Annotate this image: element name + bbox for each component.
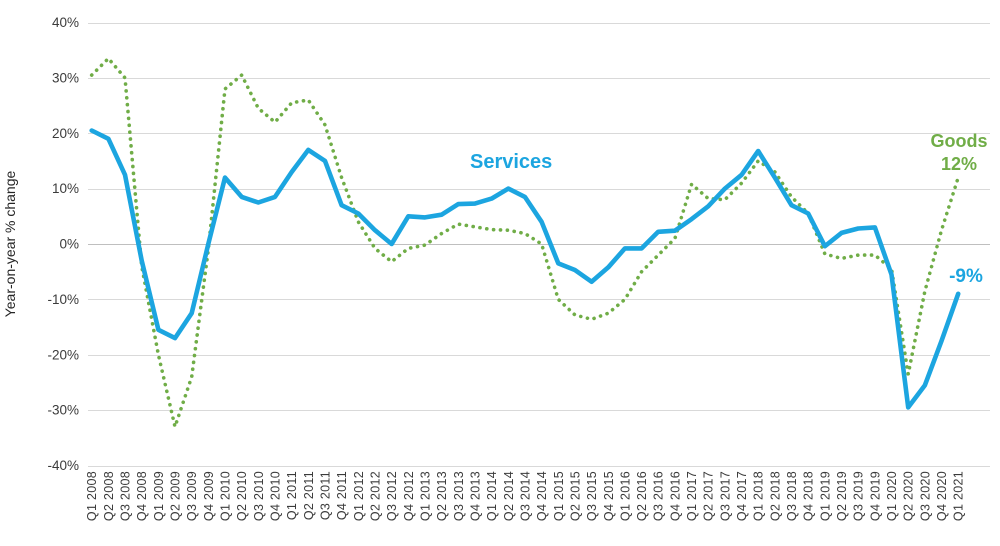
- y-tick-label: -30%: [47, 403, 79, 418]
- x-tick-label: Q1 2009: [152, 471, 166, 521]
- x-tick-label: Q2 2012: [368, 471, 382, 521]
- x-tick-label: Q2 2015: [568, 471, 582, 521]
- x-tick-label: Q1 2013: [418, 471, 432, 521]
- x-tick-label: Q2 2013: [435, 471, 449, 521]
- x-tick-label: Q3 2009: [185, 471, 199, 521]
- y-tick-label: -40%: [47, 458, 79, 473]
- x-tick-label: Q3 2015: [585, 471, 599, 521]
- x-tick-label: Q3 2010: [252, 471, 266, 521]
- services-latest-value-label: -9%: [949, 266, 983, 287]
- goods-series-label: Goods: [930, 131, 988, 151]
- x-tick-label: Q4 2018: [802, 471, 816, 521]
- x-tick-label: Q2 2011: [302, 471, 316, 520]
- y-axis-title: Year-on-year % change: [2, 170, 18, 317]
- x-tick-label: Q2 2016: [635, 471, 649, 521]
- y-tick-label: 40%: [52, 15, 79, 30]
- y-tick-label: 0%: [59, 237, 79, 252]
- x-tick-label: Q4 2008: [135, 471, 149, 521]
- y-tick-label: -10%: [47, 292, 79, 307]
- x-tick-label: Q1 2014: [485, 471, 499, 521]
- x-tick-label: Q4 2010: [268, 471, 282, 521]
- x-tick-label: Q3 2019: [852, 471, 866, 521]
- x-tick-label: Q1 2012: [352, 471, 366, 521]
- series-lines: [89, 56, 961, 429]
- x-tick-label: Q4 2017: [735, 471, 749, 521]
- y-tick-label: 30%: [52, 70, 79, 85]
- x-tick-label: Q1 2019: [818, 471, 832, 521]
- x-tick-label: Q3 2016: [652, 471, 666, 521]
- x-tick-label: Q1 2017: [685, 471, 699, 521]
- y-axis-tick-labels: 40% 30% 20% 10% 0% -10% -20% -30% -40%: [47, 15, 79, 473]
- x-tick-label: Q3 2013: [452, 471, 466, 521]
- x-tick-label: Q4 2009: [202, 471, 216, 521]
- x-tick-label: Q1 2020: [885, 471, 899, 521]
- services-series-label: Services: [470, 151, 553, 173]
- x-axis-tick-labels: Q1 2008 Q2 2008 Q3 2008 Q4 2008 Q1 2009 Q2 20…: [85, 471, 965, 521]
- x-tick-label: Q2 2017: [702, 471, 716, 521]
- x-tick-label: Q1 2008: [85, 471, 99, 521]
- x-tick-label: Q4 2019: [868, 471, 882, 521]
- x-tick-label: Q1 2010: [219, 471, 233, 521]
- x-tick-label: Q3 2020: [918, 471, 932, 521]
- x-tick-label: Q3 2011: [318, 471, 332, 520]
- x-tick-label: Q4 2015: [602, 471, 616, 521]
- x-tick-label: Q3 2018: [785, 471, 799, 521]
- y-tick-label: 20%: [52, 126, 79, 141]
- y-tick-label: -20%: [47, 347, 79, 362]
- x-tick-label: Q1 2016: [618, 471, 632, 521]
- x-tick-label: Q4 2020: [935, 471, 949, 521]
- x-tick-label: Q3 2017: [718, 471, 732, 521]
- x-tick-label: Q4 2013: [468, 471, 482, 521]
- x-tick-label: Q4 2011: [335, 471, 349, 520]
- x-tick-label: Q2 2019: [835, 471, 849, 521]
- goods-latest-value-label: 12%: [940, 154, 978, 174]
- x-tick-label: Q2 2018: [768, 471, 782, 521]
- gridlines: [88, 23, 990, 467]
- x-tick-label: Q4 2016: [668, 471, 682, 521]
- x-tick-label: Q1 2015: [552, 471, 566, 521]
- x-tick-label: Q1 2018: [752, 471, 766, 521]
- x-tick-label: Q2 2014: [502, 471, 516, 521]
- x-tick-label: Q1 2011: [285, 471, 299, 520]
- x-tick-label: Q3 2012: [385, 471, 399, 521]
- x-tick-label: Q3 2008: [119, 471, 133, 521]
- y-tick-label: 10%: [52, 181, 79, 196]
- x-tick-label: Q4 2014: [535, 471, 549, 521]
- x-tick-label: Q1 2021: [952, 471, 966, 521]
- x-tick-label: Q2 2020: [902, 471, 916, 521]
- x-tick-label: Q2 2010: [235, 471, 249, 521]
- x-tick-label: Q4 2012: [402, 471, 416, 521]
- x-tick-label: Q3 2014: [518, 471, 532, 521]
- x-tick-label: Q2 2008: [102, 471, 116, 521]
- services-line: [89, 128, 961, 410]
- x-tick-label: Q2 2009: [169, 471, 183, 521]
